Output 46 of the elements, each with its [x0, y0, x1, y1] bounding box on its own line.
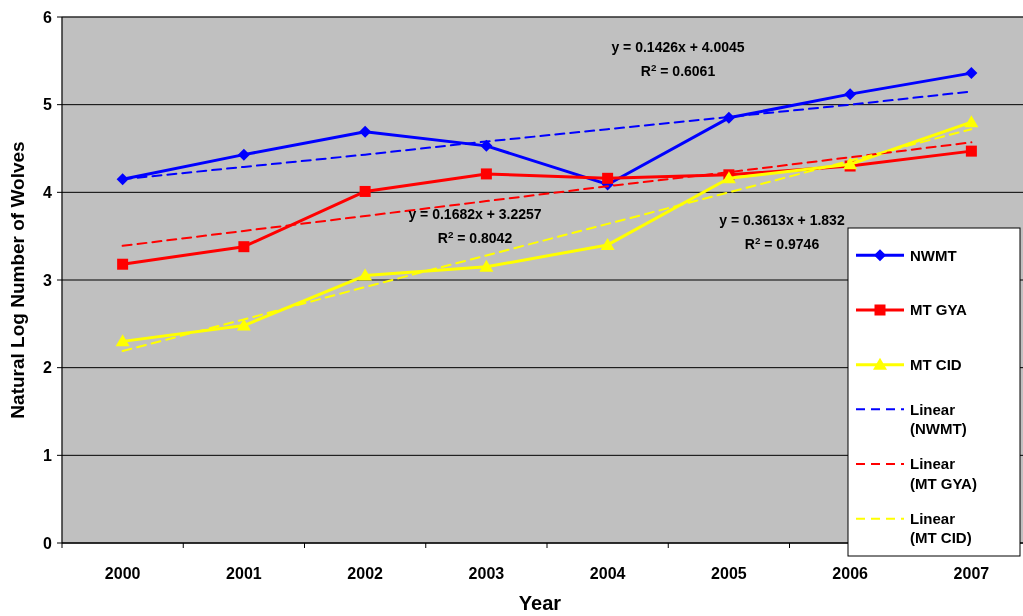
- point: [480, 168, 492, 180]
- point: [844, 88, 857, 101]
- x-tick-label: 2001: [226, 565, 262, 582]
- point: [238, 241, 250, 253]
- y-tick-label: 0: [43, 534, 53, 552]
- y-tick-label: 2: [43, 359, 53, 377]
- point: [480, 139, 493, 152]
- annotation: y = 0.1682x + 3.2257: [408, 206, 542, 222]
- x-tick-label: 2006: [832, 565, 869, 582]
- legend-label: Linear (MT CID): [910, 509, 972, 547]
- point: [479, 259, 494, 272]
- point: [359, 185, 371, 197]
- annotation: y = 0.3613x + 1.832: [719, 212, 845, 228]
- y-axis-title: Natural Log Number of Wolves: [7, 141, 28, 419]
- point: [115, 334, 130, 347]
- x-axis-title: Year: [518, 592, 562, 614]
- y-tick-label: 6: [43, 8, 53, 26]
- point: [965, 145, 977, 157]
- point: [236, 318, 251, 331]
- point: [964, 115, 979, 128]
- point: [117, 258, 129, 270]
- point: [237, 148, 250, 161]
- annotation: R$^{2}$ = 0.6061: [640, 61, 716, 79]
- point: [600, 237, 615, 250]
- annotation: y = 0.1426x + 4.0045: [611, 39, 745, 55]
- legend-label: Linear (MT GYA): [910, 455, 977, 492]
- legend-label: MT GYA: [910, 301, 968, 319]
- legend-label: MT CID: [910, 355, 962, 373]
- legend-label: Linear (NWMT): [910, 400, 967, 438]
- legend-label: NWMT: [910, 246, 957, 264]
- y-tick-label: 3: [43, 271, 53, 289]
- y-tick-label: 4: [43, 183, 53, 201]
- point: [965, 67, 978, 80]
- x-tick-label: 2004: [589, 565, 626, 582]
- point: [602, 172, 614, 184]
- point: [358, 268, 373, 281]
- y-tick-label: 5: [43, 96, 53, 114]
- x-tick-label: 2002: [347, 565, 384, 582]
- x-tick-label: 2000: [104, 565, 141, 582]
- point: [359, 125, 372, 138]
- x-tick-label: 2007: [953, 565, 990, 582]
- annotation: R$^{2}$ = 0.8042: [437, 228, 513, 246]
- x-tick-label: 2003: [468, 565, 505, 582]
- x-tick-label: 2005: [711, 565, 747, 582]
- y-tick-label: 1: [43, 446, 53, 464]
- annotation: R$^{2}$ = 0.9746: [744, 234, 820, 252]
